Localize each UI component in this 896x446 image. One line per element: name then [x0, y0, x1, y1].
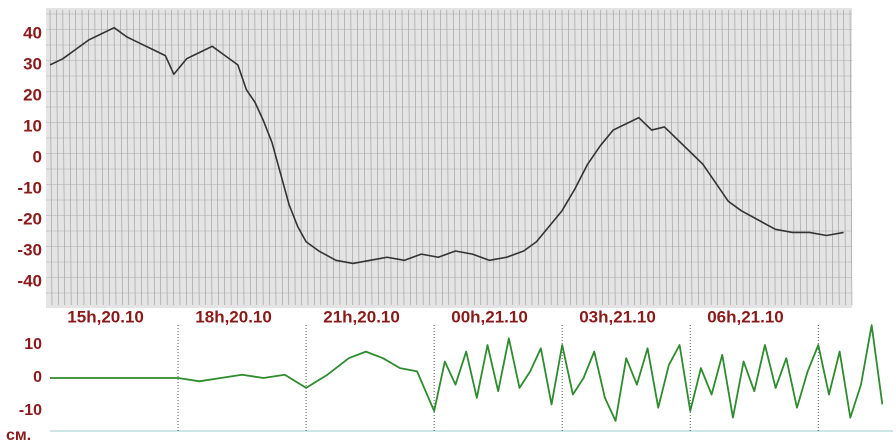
- x-tick-label: 21h,20.10: [323, 307, 400, 326]
- y-tick-label: 10: [23, 116, 42, 135]
- y-tick-label: -30: [17, 241, 42, 260]
- data-line: [50, 325, 882, 421]
- y-tick-label: 40: [23, 23, 42, 42]
- y-tick-label: 20: [23, 85, 42, 104]
- x-tick-label: 15h,20.10: [67, 307, 144, 326]
- y-tick-label: 30: [23, 54, 42, 73]
- y-tick-label: 0: [33, 147, 42, 166]
- y-tick-label: -10: [19, 402, 42, 419]
- y-tick-label: -40: [17, 272, 42, 291]
- y-tick-label: 10: [24, 336, 42, 353]
- y-tick-label: 0: [33, 369, 42, 386]
- y-tick-label: -10: [17, 178, 42, 197]
- chart: см. 40 30 20 10 0 -10 -20 -30 -40 15h,20.10 18h,20…: [0, 0, 896, 441]
- x-tick-label: 18h,20.10: [195, 307, 272, 326]
- page: см. 40 30 20 10 0 -10 -20 -30 -40 15h,20.10 18h,20…: [0, 0, 896, 441]
- x-tick-label: 06h,21.10: [707, 307, 784, 326]
- x-tick-label: 03h,21.10: [579, 307, 656, 326]
- unit-label: см.: [6, 427, 31, 441]
- x-tick-label: 00h,21.10: [451, 307, 528, 326]
- y-tick-label: -20: [17, 209, 42, 228]
